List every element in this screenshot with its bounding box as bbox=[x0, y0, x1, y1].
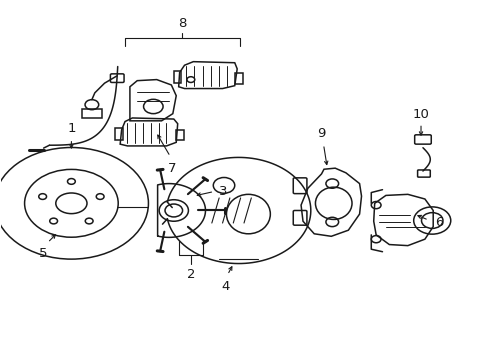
Text: 3: 3 bbox=[219, 185, 227, 198]
Text: 1: 1 bbox=[67, 122, 76, 135]
Text: 6: 6 bbox=[434, 216, 442, 229]
Text: 9: 9 bbox=[317, 127, 325, 140]
Text: 10: 10 bbox=[412, 108, 428, 121]
Text: 8: 8 bbox=[178, 17, 186, 30]
Text: 2: 2 bbox=[186, 268, 195, 281]
Text: 4: 4 bbox=[222, 280, 230, 293]
Text: 5: 5 bbox=[39, 247, 48, 260]
Text: 7: 7 bbox=[168, 162, 176, 175]
